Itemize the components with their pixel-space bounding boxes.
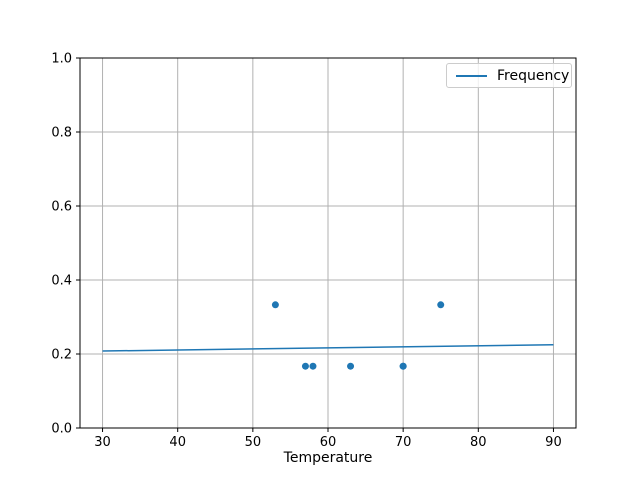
scatter-point bbox=[271, 301, 279, 309]
y-tick-label: 0.8 bbox=[51, 126, 72, 141]
scatter-point bbox=[399, 362, 407, 370]
legend: Frequency bbox=[446, 63, 572, 88]
x-tick-label: 50 bbox=[245, 435, 262, 450]
x-tick-label: 40 bbox=[169, 435, 186, 450]
x-tick-label: 30 bbox=[94, 435, 111, 450]
x-tick-label: 70 bbox=[395, 435, 412, 450]
y-tick-label: 0.0 bbox=[51, 422, 72, 437]
y-tick-label: 0.4 bbox=[51, 274, 72, 289]
x-tick-label: 90 bbox=[545, 435, 562, 450]
scatter-point bbox=[301, 362, 309, 370]
y-tick-label: 0.2 bbox=[51, 348, 72, 363]
axes-spines bbox=[79, 57, 577, 429]
y-tick-label: 1.0 bbox=[51, 52, 72, 67]
legend-label: Frequency bbox=[497, 67, 570, 84]
scatter-point bbox=[309, 362, 317, 370]
scatter-point bbox=[437, 301, 445, 309]
scatter-point bbox=[347, 362, 355, 370]
x-axis-label: Temperature bbox=[283, 450, 373, 466]
x-tick-label: 80 bbox=[470, 435, 487, 450]
x-tick-label: 60 bbox=[320, 435, 337, 450]
trend-line bbox=[102, 344, 554, 352]
y-tick-label: 0.6 bbox=[51, 200, 72, 215]
legend-line-icon bbox=[456, 74, 487, 77]
